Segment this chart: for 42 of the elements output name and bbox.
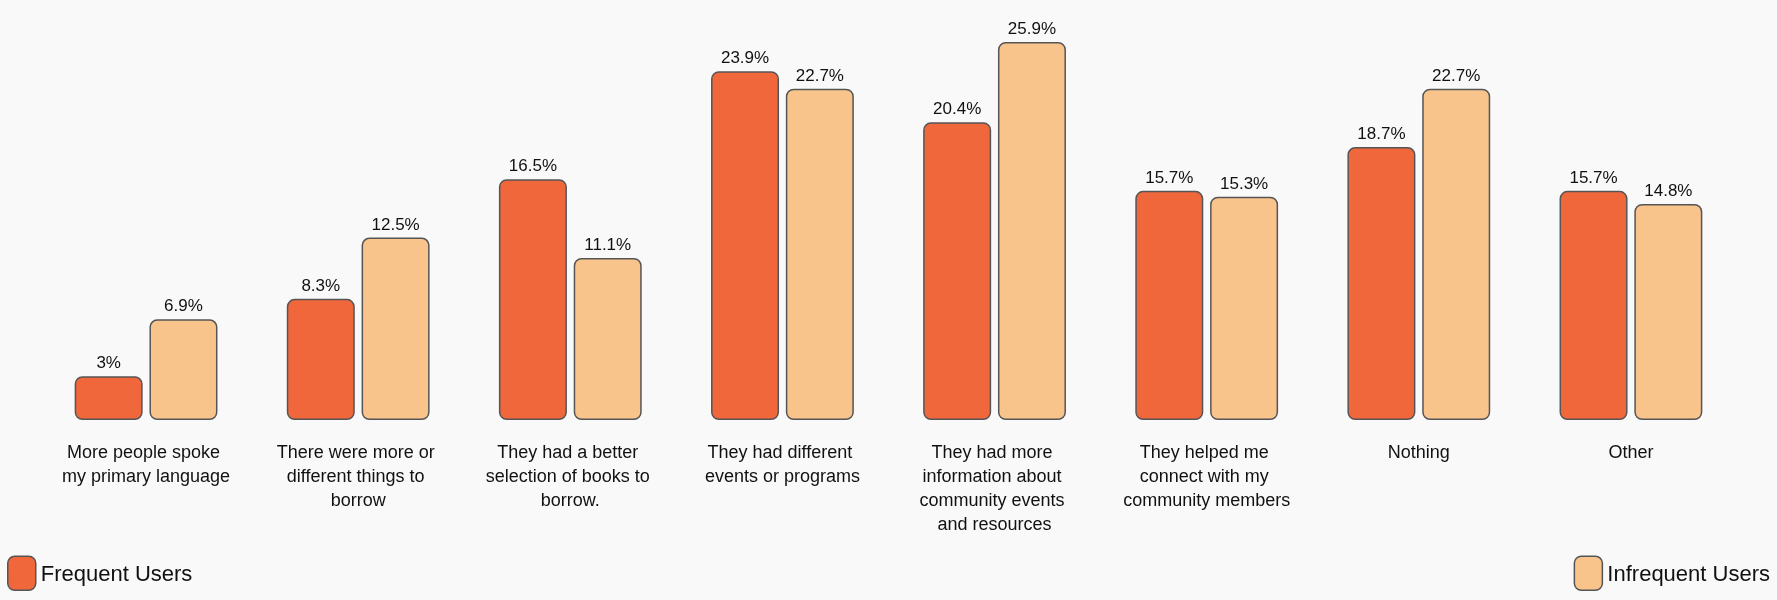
bar — [785, 88, 854, 420]
data-label: 6.9% — [164, 296, 203, 316]
x-tick-label: They had a better selection of books to borrow. — [485, 442, 655, 510]
data-label: 22.7% — [1432, 65, 1481, 85]
data-label: 18.7% — [1357, 124, 1406, 144]
legend-label: Infrequent Users — [1607, 560, 1770, 586]
x-tick-label: There were more or different things to borrow — [276, 442, 440, 510]
bar — [1559, 190, 1628, 420]
data-label: 25.9% — [1007, 19, 1057, 38]
bar — [361, 237, 430, 420]
bar — [997, 42, 1066, 420]
bar — [149, 319, 218, 420]
x-tick-label: They had different events or programs — [704, 442, 860, 486]
bar — [1135, 190, 1204, 420]
x-tick-label: They had more information about community events and resources — [919, 442, 1070, 534]
data-label: 14.8% — [1644, 181, 1693, 200]
bar — [923, 122, 992, 420]
bar — [1210, 196, 1279, 420]
bar — [286, 298, 355, 420]
legend-label: Frequent Users — [40, 560, 193, 586]
data-label: 20.4% — [933, 99, 982, 119]
data-label: 3% — [96, 353, 121, 373]
x-tick-label: Other — [1608, 442, 1654, 462]
data-label: 15.3% — [1219, 173, 1269, 193]
bar — [74, 376, 143, 420]
bar — [573, 258, 642, 420]
x-tick-label: They helped me connect with my community members — [1123, 442, 1291, 510]
data-label: 12.5% — [371, 214, 420, 234]
bar — [711, 71, 780, 420]
data-label: 15.7% — [1569, 167, 1618, 187]
x-tick-label: Nothing — [1387, 442, 1450, 462]
bar — [1422, 88, 1491, 420]
data-label: 15.7% — [1145, 167, 1194, 187]
data-label: 8.3% — [301, 275, 341, 295]
data-label: 23.9% — [720, 48, 770, 68]
data-label: 22.7% — [795, 65, 844, 85]
x-tick-label: More people spoke my primary language — [62, 442, 231, 486]
data-label: 16.5% — [508, 156, 558, 176]
bar — [1347, 147, 1416, 420]
bar — [498, 179, 567, 420]
bar — [1634, 204, 1703, 420]
data-label: 11.1% — [584, 235, 632, 254]
